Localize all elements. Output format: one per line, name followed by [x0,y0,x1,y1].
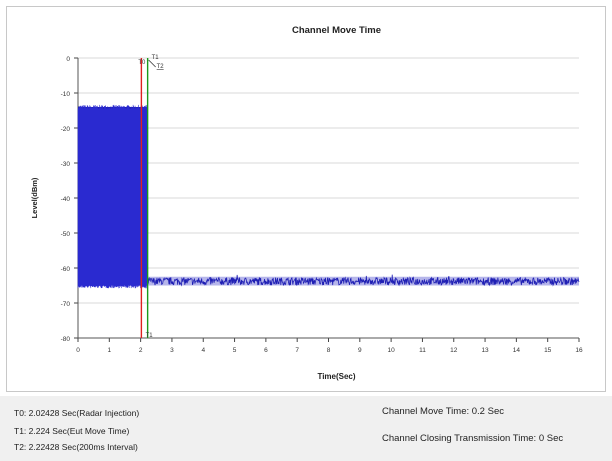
x-tick-label: 4 [201,347,205,354]
x-tick-label: 2 [139,347,143,354]
y-tick-label: -30 [61,161,71,168]
x-tick-label: 11 [419,347,426,354]
t1-note: T1: 2.224 Sec(Eut Move Time) [14,426,130,436]
marker-t2-pointer [148,59,156,68]
chart-title: Channel Move Time [292,25,381,36]
y-tick-label: -10 [61,91,71,98]
signal-burst-trace [77,104,148,289]
x-tick-label: 12 [450,347,458,354]
y-tick-label: -70 [61,301,71,308]
x-tick-label: 0 [76,347,80,354]
y-tick-label: 0 [66,56,70,63]
x-tick-label: 15 [544,347,552,354]
noise-floor-trace [146,274,580,287]
channel-closing-time: Channel Closing Transmission Time: 0 Sec [382,433,564,444]
y-tick-label: -50 [61,231,71,238]
marker-t0-label: T0 [138,60,146,66]
marker-t1-label: T1 [152,55,160,61]
marker-t2-label: T2 [157,64,165,70]
marker-t1-bottom-label: T1 [146,333,154,339]
x-tick-label: 3 [170,347,174,354]
y-tick-label: -20 [61,126,71,133]
x-tick-label: 14 [513,347,521,354]
results-footer: T0: 2.02428 Sec(Radar Injection) T1: 2.2… [0,396,612,461]
y-tick-label: -60 [61,266,71,273]
x-tick-label: 5 [233,347,237,354]
y-tick-label: -80 [61,336,71,343]
channel-move-time: Channel Move Time: 0.2 Sec [382,406,504,417]
x-tick-label: 1 [108,347,112,354]
x-tick-label: 13 [481,347,489,354]
y-tick-label: -40 [61,196,71,203]
x-tick-label: 7 [295,347,299,354]
x-tick-label: 6 [264,347,268,354]
x-tick-label: 8 [327,347,331,354]
t2-note: T2: 2.22428 Sec(200ms Interval) [14,442,138,452]
chart-frame: 0 -10 -20 -30 -40 -50 -60 -70 -80 0 1 2 3 4 5 6 7 8 9 10 11 1… [6,6,606,392]
x-axis-label: Time(Sec) [317,372,355,381]
t0-note: T0: 2.02428 Sec(Radar Injection) [14,408,140,418]
y-axis-label: Level(dBm) [30,177,39,218]
channel-move-time-chart: 0-10-20-30-40-50-60-70-800 1 2 3 4 5 6 7 8 9 10 11 1… [30,25,583,381]
x-tick-label: 10 [388,347,396,354]
x-tick-label: 16 [575,347,583,354]
x-tick-label: 9 [358,347,362,354]
